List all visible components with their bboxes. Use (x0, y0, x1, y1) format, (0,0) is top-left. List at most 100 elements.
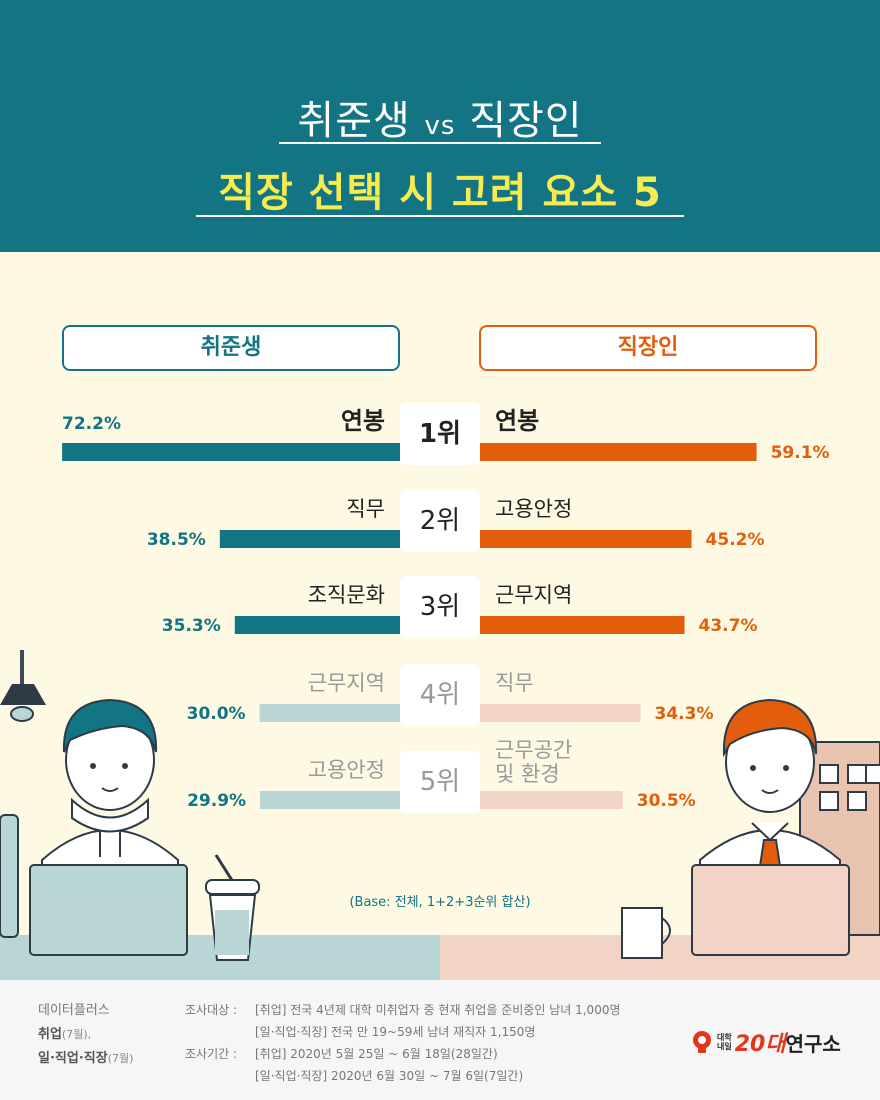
bottle (0, 814, 19, 938)
lamp-shade (0, 684, 46, 705)
bar-employee-3 (480, 616, 685, 634)
left-person-hair (62, 698, 158, 753)
value-employee-4: 34.3% (655, 704, 714, 724)
source-survey1: 취업 (38, 1027, 62, 1042)
brand-logo: 대학 내일 20대 연구소 (690, 1028, 841, 1057)
value-jobseeker-5: 29.9% (187, 791, 246, 811)
left-eye-2 (122, 763, 128, 769)
base-note: (Base: 전체, 1+2+3순위 합산) (349, 895, 531, 910)
factor-jobseeker-3: 조직문화 (308, 583, 385, 607)
page-subtitle: 직장 선택 시 고려 요소 5 (218, 170, 662, 216)
source-survey2: 일·직업·직장 (38, 1051, 108, 1066)
rank-badge-5: 5위 (400, 751, 480, 813)
lamp-bulb (10, 706, 34, 722)
value-jobseeker-4: 30.0% (187, 704, 246, 724)
logo-small-1: 대학 (717, 1033, 732, 1042)
rank-badge-3: 3위 (400, 576, 480, 638)
left-eye-1 (90, 763, 96, 769)
survey-period-row2: [일·직업·직장] 2020년 6월 30일 ~ 7월 6일(7일간) (185, 1065, 621, 1087)
right-eye-2 (783, 765, 789, 771)
bar-jobseeker-4 (259, 704, 400, 722)
survey-target-row2: [일·직업·직장] 전국 만 19~59세 남녀 재직자 1,150명 (185, 1021, 621, 1043)
value-employee-5: 30.5% (637, 791, 696, 811)
sticky-note-5 (865, 764, 880, 784)
left-mouth (101, 787, 119, 792)
bar-jobseeker-2 (219, 530, 400, 548)
value-jobseeker-1: 72.2% (62, 414, 121, 434)
survey-target-2: [일·직업·직장] 전국 만 19~59세 남녀 재직자 1,150명 (255, 1025, 536, 1039)
survey-period-label: 조사기간 : (185, 1047, 238, 1061)
value-employee-2: 45.2% (706, 530, 765, 550)
source-line2: 취업(7월), (38, 1023, 133, 1047)
bar-employee-5 (480, 791, 623, 809)
survey-target-1: [취업] 전국 4년제 대학 미취업자 중 현재 취업을 준비중인 남녀 1,0… (255, 1003, 621, 1017)
value-jobseeker-2: 38.5% (147, 530, 206, 550)
title-part1: 취준생 (297, 98, 411, 144)
bar-employee-2 (480, 530, 692, 548)
factor-employee-3: 근무지역 (495, 583, 572, 607)
sticky-note-4 (847, 791, 867, 811)
value-jobseeker-3: 35.3% (162, 616, 221, 636)
bar-jobseeker-1 (62, 443, 400, 461)
left-person-hood (71, 797, 149, 833)
footer-source: 데이터플러스 취업(7월), 일·직업·직장(7월) (38, 999, 133, 1071)
mug-body (621, 907, 663, 959)
mug-handle (661, 917, 671, 945)
survey-target-row1: 조사대상 : [취업] 전국 4년제 대학 미취업자 중 현재 취업을 준비중인 … (185, 999, 621, 1021)
bar-employee-1 (480, 443, 757, 461)
group-label-jobseekers: 취준생 (62, 325, 400, 371)
title-part2: 직장인 (469, 98, 583, 144)
header-banner (0, 0, 880, 252)
factor-employee-1: 연봉 (495, 407, 539, 435)
factor-jobseeker-5: 고용안정 (308, 758, 385, 782)
bulb-icon (693, 1031, 711, 1053)
factor-employee-4: 직무 (495, 671, 534, 695)
page-title: 취준생 vs 직장인 (0, 88, 880, 146)
survey-target-label: 조사대상 : (185, 1003, 238, 1017)
source-line3: 일·직업·직장(7월) (38, 1047, 133, 1071)
bar-jobseeker-5 (260, 791, 400, 809)
source-survey1-month: (7월), (61, 1028, 92, 1041)
factor-jobseeker-4: 근무지역 (308, 671, 385, 695)
source-survey2-month: (7월) (107, 1052, 134, 1065)
left-laptop (29, 864, 188, 956)
logo-small-2: 내일 (717, 1042, 732, 1051)
rank-badge-4: 4위 (400, 664, 480, 726)
illustration-layer (0, 650, 880, 980)
value-employee-3: 43.7% (699, 616, 758, 636)
bar-jobseeker-3 (234, 616, 400, 634)
logo-text: 연구소 (785, 1031, 841, 1056)
subtitle-underline (196, 215, 684, 217)
bar-employee-4 (480, 704, 641, 722)
cup-drink (215, 910, 249, 955)
rank-badge-2: 2위 (400, 490, 480, 552)
footer (0, 980, 880, 1100)
rank-badge-1: 1위 (400, 403, 480, 465)
right-person-hair (722, 698, 818, 758)
sticky-note-2 (847, 764, 867, 784)
factor-employee-5: 근무공간 및 환경 (495, 738, 572, 786)
cup-lid (205, 879, 260, 895)
survey-period-1: [취업] 2020년 5월 25일 ~ 6월 18일(28일간) (255, 1047, 498, 1061)
factor-jobseeker-1: 연봉 (341, 407, 385, 435)
logo-small-text: 대학 내일 (717, 1033, 732, 1051)
group-label-employees: 직장인 (479, 325, 817, 371)
title-underline (279, 142, 601, 144)
right-person-tie (758, 839, 782, 867)
factor-jobseeker-2: 직무 (346, 497, 385, 521)
title-vs: vs (424, 111, 456, 141)
right-laptop (691, 864, 850, 956)
logo-number: 20대 (734, 1032, 786, 1057)
sticky-note-3 (819, 791, 839, 811)
source-line1: 데이터플러스 (38, 1003, 110, 1018)
sticky-note-1 (819, 764, 839, 784)
footer-survey-info: 조사대상 : [취업] 전국 4년제 대학 미취업자 중 현재 취업을 준비중인 … (185, 999, 621, 1087)
survey-period-2: [일·직업·직장] 2020년 6월 30일 ~ 7월 6일(7일간) (255, 1069, 524, 1083)
survey-period-row1: 조사기간 : [취업] 2020년 5월 25일 ~ 6월 18일(28일간) (185, 1043, 621, 1065)
factor-employee-2: 고용안정 (495, 497, 572, 521)
right-eye-1 (750, 765, 756, 771)
value-employee-1: 59.1% (771, 443, 830, 463)
right-mouth (761, 789, 779, 794)
